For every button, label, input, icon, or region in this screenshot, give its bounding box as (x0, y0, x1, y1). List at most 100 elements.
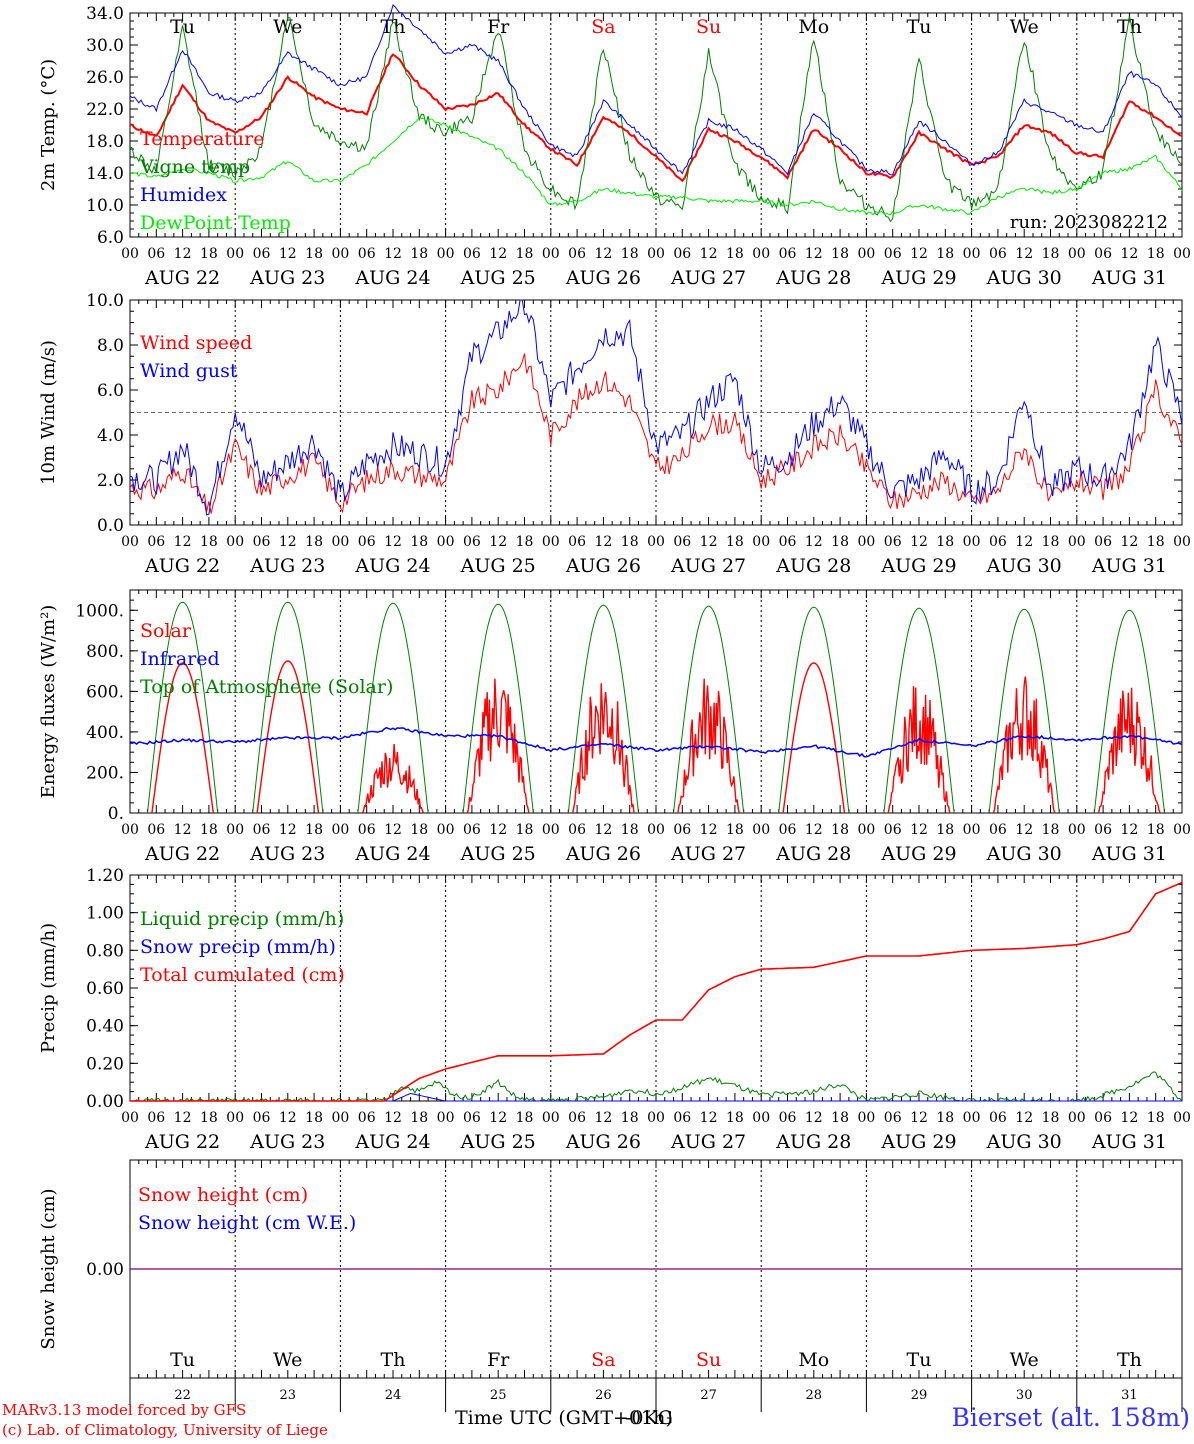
hour-label: 12 (1015, 534, 1033, 550)
hour-label: 06 (463, 246, 481, 262)
weekday-label: Th (1117, 1349, 1142, 1371)
y-tick-label: 10.0 (86, 291, 124, 311)
y-tick-label: 4.0 (97, 426, 124, 446)
hour-label: 18 (1147, 1110, 1165, 1126)
y-axis-label: 2m Temp. (°C) (38, 59, 59, 191)
hour-label: 12 (279, 534, 297, 550)
hour-label: 06 (463, 534, 481, 550)
hour-label: 12 (174, 534, 192, 550)
hour-label: 06 (358, 1110, 376, 1126)
date-label: AUG 26 (565, 1131, 641, 1153)
legend-entry: Humidex (140, 184, 227, 206)
hour-label: 12 (1120, 822, 1138, 838)
legend-entry: Infrared (140, 648, 220, 670)
hour-label: 18 (831, 822, 849, 838)
weekday-label: Tu (907, 16, 932, 38)
hour-label: 00 (1068, 822, 1086, 838)
y-axis-label: Precip (mm/h) (38, 923, 59, 1053)
y-tick-label: 0.80 (86, 941, 124, 961)
hour-label: 00 (1173, 246, 1191, 262)
y-tick-label: 600. (86, 682, 124, 702)
hour-label: 06 (673, 1110, 691, 1126)
y-tick-label: 800. (86, 642, 124, 662)
date-label: AUG 27 (670, 1131, 746, 1153)
panel-2: 10.0 8.0 6.0 4.0 2.0 0.0 10m Wind (m/s) 00 06 12 1… (38, 291, 1191, 577)
hour-label: 00 (963, 246, 981, 262)
y-tick-label: 14.0 (86, 164, 124, 184)
hour-label: 18 (936, 246, 954, 262)
day-number-label: 25 (490, 1388, 507, 1403)
hour-label: 06 (568, 1110, 586, 1126)
date-label: AUG 31 (1091, 1131, 1167, 1153)
weekday-label: Sa (591, 1349, 615, 1371)
hour-label: 00 (647, 534, 665, 550)
hour-label: 00 (1173, 822, 1191, 838)
hour-label: 06 (358, 822, 376, 838)
day-number-label: 23 (280, 1388, 297, 1403)
panel-3: 1000. 800. 600. 400. 200. 0. Energy fluxes (W/… (38, 589, 1191, 865)
date-label: AUG 28 (775, 1131, 851, 1153)
hour-label: 06 (568, 534, 586, 550)
hour-label: 18 (936, 1110, 954, 1126)
hour-label: 12 (594, 822, 612, 838)
series-line (129, 4, 1183, 176)
date-label: AUG 31 (1091, 267, 1167, 289)
lab-credit: (c) Lab. of Climatology, University of L… (2, 1421, 328, 1439)
time-axis-label: Time UTC (GMT+01h) (455, 1407, 673, 1429)
weekday-label: We (1010, 1349, 1039, 1371)
panel-5: 0.00 Snow height (cm) Tu We Th Fr Sa Su Mo Tu We Th… (38, 1159, 1183, 1379)
legend-entry: Temperature (140, 128, 264, 150)
hour-label: 12 (700, 246, 718, 262)
hour-label: 06 (147, 822, 165, 838)
hour-label: 00 (752, 822, 770, 838)
hour-label: 00 (226, 246, 244, 262)
legend-entry: Solar (140, 620, 192, 642)
hour-label: 18 (621, 1110, 639, 1126)
hour-label: 06 (1094, 246, 1112, 262)
date-label: AUG 23 (249, 843, 325, 865)
hour-label: 12 (594, 1110, 612, 1126)
date-label: AUG 22 (144, 1131, 220, 1153)
weekday-label: Mo (798, 16, 829, 38)
hour-label: 06 (673, 534, 691, 550)
hour-label: 18 (200, 534, 218, 550)
hour-label: 00 (752, 1110, 770, 1126)
series-line (129, 115, 1183, 216)
hour-label: 12 (910, 246, 928, 262)
weekday-label: We (1010, 16, 1039, 38)
hour-label: 00 (542, 534, 560, 550)
hour-label: 18 (305, 534, 323, 550)
weekday-label: We (273, 16, 302, 38)
hour-label: 00 (121, 246, 139, 262)
hour-label: 00 (1068, 534, 1086, 550)
hour-label: 12 (1120, 246, 1138, 262)
run-label: run: 2023082212 (1010, 212, 1168, 233)
y-tick-label: 30.0 (86, 36, 124, 56)
date-label: AUG 31 (1091, 843, 1167, 865)
hour-label: 18 (1042, 246, 1060, 262)
hour-label: 06 (673, 822, 691, 838)
hour-label: 18 (936, 534, 954, 550)
date-label: AUG 30 (986, 843, 1062, 865)
y-tick-label: 10.0 (86, 196, 124, 216)
weekday-label: Fr (487, 1349, 510, 1371)
hour-label: 06 (673, 246, 691, 262)
weekday-label: Sa (591, 16, 615, 38)
day-number-label: 24 (385, 1388, 402, 1403)
date-label: AUG 29 (880, 1131, 956, 1153)
hour-label: 00 (437, 1110, 455, 1126)
date-label: AUG 25 (460, 843, 536, 865)
date-label: AUG 26 (565, 267, 641, 289)
date-label: AUG 26 (565, 555, 641, 577)
hour-label: 00 (331, 246, 349, 262)
hour-label: 12 (384, 822, 402, 838)
hour-label: 12 (805, 534, 823, 550)
series-line (151, 660, 1161, 814)
model-credit: MARv3.13 model forced by GFS (2, 1401, 246, 1419)
hour-label: 18 (516, 534, 534, 550)
hour-label: 18 (936, 822, 954, 838)
hour-label: 06 (147, 246, 165, 262)
hour-label: 18 (726, 822, 744, 838)
hour-label: 18 (726, 1110, 744, 1126)
hour-label: 06 (884, 822, 902, 838)
